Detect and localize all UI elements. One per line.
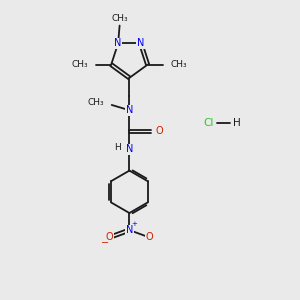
Text: −: −: [101, 238, 109, 248]
Text: CH₃: CH₃: [111, 14, 128, 23]
Text: N: N: [126, 105, 133, 115]
Text: N: N: [126, 225, 133, 235]
Text: O: O: [156, 126, 164, 136]
Text: O: O: [146, 232, 153, 242]
Text: H: H: [233, 118, 241, 128]
Text: CH₃: CH₃: [88, 98, 104, 106]
Text: N: N: [115, 38, 122, 48]
Text: Cl: Cl: [204, 118, 214, 128]
Text: CH₃: CH₃: [170, 60, 187, 69]
Text: H: H: [114, 143, 120, 152]
Text: N: N: [126, 144, 133, 154]
Text: O: O: [106, 232, 113, 242]
Text: N: N: [137, 38, 144, 48]
Text: +: +: [132, 221, 138, 227]
Text: CH₃: CH₃: [72, 60, 88, 69]
